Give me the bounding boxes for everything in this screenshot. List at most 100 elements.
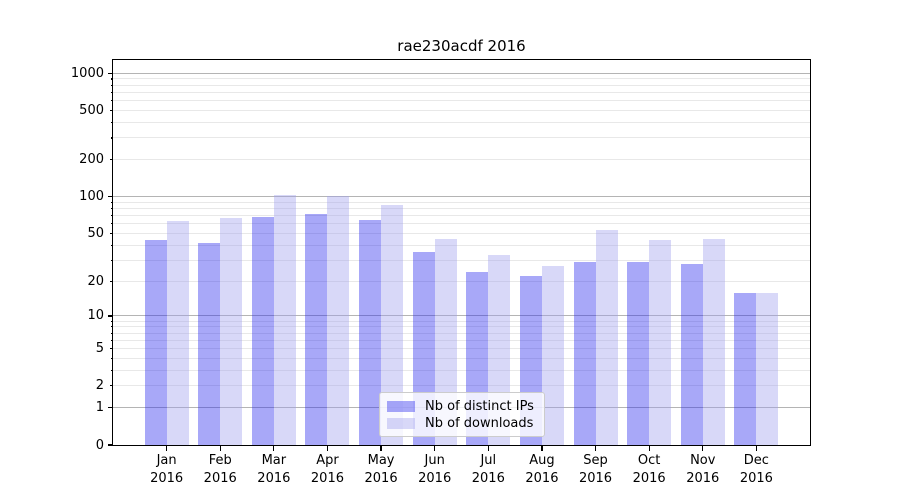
ytick-1 bbox=[108, 407, 113, 409]
gridline-minor-2 bbox=[113, 385, 810, 387]
bar-nb-of-downloads-sep bbox=[595, 230, 618, 445]
ytick-minor-4 bbox=[110, 357, 113, 359]
bar-nb-of-downloads-oct bbox=[649, 240, 672, 445]
ytick-minor-700 bbox=[110, 91, 113, 94]
ytick-minor-400 bbox=[110, 121, 113, 124]
ytick-minor-900 bbox=[110, 78, 113, 80]
gridline-minor-500 bbox=[113, 110, 810, 111]
bars-layer bbox=[113, 60, 810, 445]
ytick-minor-40 bbox=[110, 244, 113, 246]
gridlines-layer bbox=[113, 60, 810, 445]
xtick-jun bbox=[434, 446, 436, 451]
xtick-label-jul: Jul 2016 bbox=[471, 453, 505, 486]
gridline-minor-40 bbox=[113, 244, 810, 246]
legend: Nb of distinct IPs Nb of downloads bbox=[379, 392, 545, 437]
bar-nb-of-downloads-aug bbox=[541, 265, 564, 445]
bar-nb-of-distinct-ips-may bbox=[359, 220, 382, 445]
xtick-may bbox=[380, 446, 382, 451]
xtick-label-aug: Aug 2016 bbox=[525, 453, 559, 486]
ytick-minor-8 bbox=[110, 326, 113, 328]
ytick-minor-3 bbox=[110, 369, 113, 371]
ytick-label-1: 1 bbox=[95, 400, 104, 416]
gridline-minor-9 bbox=[113, 320, 810, 322]
gridline-minor-8 bbox=[113, 326, 810, 328]
xtick-label-mar: Mar 2016 bbox=[257, 453, 291, 486]
ytick-minor-60 bbox=[110, 223, 113, 225]
gridline-minor-30 bbox=[113, 259, 810, 261]
ytick-0 bbox=[108, 444, 113, 446]
gridline-minor-800 bbox=[113, 84, 810, 86]
gridline-minor-4 bbox=[113, 357, 810, 359]
ytick-minor-6 bbox=[110, 339, 113, 341]
bar-nb-of-distinct-ips-jan bbox=[144, 240, 167, 445]
ytick-50 bbox=[109, 232, 113, 235]
xtick-label-may: May 2016 bbox=[364, 453, 398, 486]
gridline-major-1000 bbox=[113, 72, 810, 74]
ytick-label-50: 50 bbox=[87, 225, 104, 241]
legend-swatch-distinct-ips bbox=[387, 401, 415, 412]
plot-area bbox=[113, 60, 810, 445]
ytick-label-0: 0 bbox=[95, 437, 104, 453]
xtick-oct bbox=[648, 446, 650, 451]
xtick-label-sep: Sep 2016 bbox=[578, 453, 613, 486]
xtick-label-feb: Feb 2016 bbox=[203, 453, 237, 486]
chart-title: rae230acdf 2016 bbox=[397, 37, 526, 55]
bar-nb-of-distinct-ips-oct bbox=[627, 262, 650, 445]
ytick-minor-70 bbox=[110, 215, 113, 217]
legend-item-distinct-ips: Nb of distinct IPs bbox=[387, 399, 536, 414]
gridline-minor-900 bbox=[113, 78, 810, 80]
bar-nb-of-downloads-jan bbox=[166, 221, 189, 445]
xtick-label-jun: Jun 2016 bbox=[418, 453, 452, 486]
legend-swatch-downloads bbox=[387, 418, 415, 429]
xtick-nov bbox=[702, 446, 704, 451]
xtick-label-apr: Apr 2016 bbox=[310, 453, 344, 486]
xtick-jul bbox=[487, 446, 489, 451]
gridline-minor-60 bbox=[113, 223, 810, 225]
bar-nb-of-distinct-ips-dec bbox=[734, 292, 757, 445]
ytick-minor-600 bbox=[110, 100, 113, 102]
xtick-label-jan: Jan 2016 bbox=[150, 453, 184, 486]
xtick-label-dec: Dec 2016 bbox=[739, 453, 773, 486]
bar-nb-of-downloads-nov bbox=[702, 239, 725, 445]
gridline-minor-400 bbox=[113, 121, 810, 123]
gridline-minor-6 bbox=[113, 339, 810, 341]
ytick-5 bbox=[109, 347, 113, 350]
gridline-major-100 bbox=[113, 196, 810, 198]
bar-nb-of-distinct-ips-apr bbox=[305, 214, 328, 445]
bar-nb-of-downloads-apr bbox=[327, 195, 350, 445]
xtick-label-nov: Nov 2016 bbox=[686, 453, 720, 486]
xtick-dec bbox=[755, 446, 757, 451]
legend-label-distinct-ips: Nb of distinct IPs bbox=[425, 399, 534, 414]
bar-nb-of-downloads-mar bbox=[273, 194, 296, 445]
ytick-label-1000: 1000 bbox=[70, 65, 104, 81]
ytick-minor-9 bbox=[110, 320, 113, 322]
ytick-10 bbox=[108, 315, 113, 317]
ytick-label-500: 500 bbox=[79, 103, 104, 118]
gridline-minor-90 bbox=[113, 201, 810, 203]
ytick-label-5: 5 bbox=[95, 341, 104, 357]
ytick-minor-90 bbox=[110, 201, 113, 203]
bar-nb-of-downloads-dec bbox=[756, 292, 779, 445]
gridline-minor-200 bbox=[113, 159, 810, 161]
ytick-minor-300 bbox=[110, 137, 113, 139]
ytick-100 bbox=[108, 196, 113, 198]
ytick-2 bbox=[109, 385, 113, 387]
xtick-mar bbox=[273, 446, 275, 451]
gridline-minor-300 bbox=[113, 137, 810, 139]
bar-nb-of-distinct-ips-nov bbox=[680, 263, 703, 445]
gridline-minor-7 bbox=[113, 332, 810, 334]
gridline-minor-70 bbox=[113, 215, 810, 217]
ytick-label-100: 100 bbox=[79, 189, 104, 205]
ytick-500 bbox=[109, 109, 113, 112]
ytick-label-10: 10 bbox=[87, 308, 104, 324]
ytick-label-200: 200 bbox=[79, 152, 104, 168]
gridline-minor-80 bbox=[113, 208, 810, 210]
xtick-feb bbox=[219, 446, 221, 451]
xtick-apr bbox=[326, 446, 329, 451]
bar-nb-of-distinct-ips-mar bbox=[251, 217, 274, 445]
ytick-minor-800 bbox=[110, 84, 113, 86]
ytick-20 bbox=[109, 280, 113, 282]
gridline-major-10 bbox=[113, 315, 810, 317]
bar-nb-of-downloads-may bbox=[381, 205, 404, 445]
